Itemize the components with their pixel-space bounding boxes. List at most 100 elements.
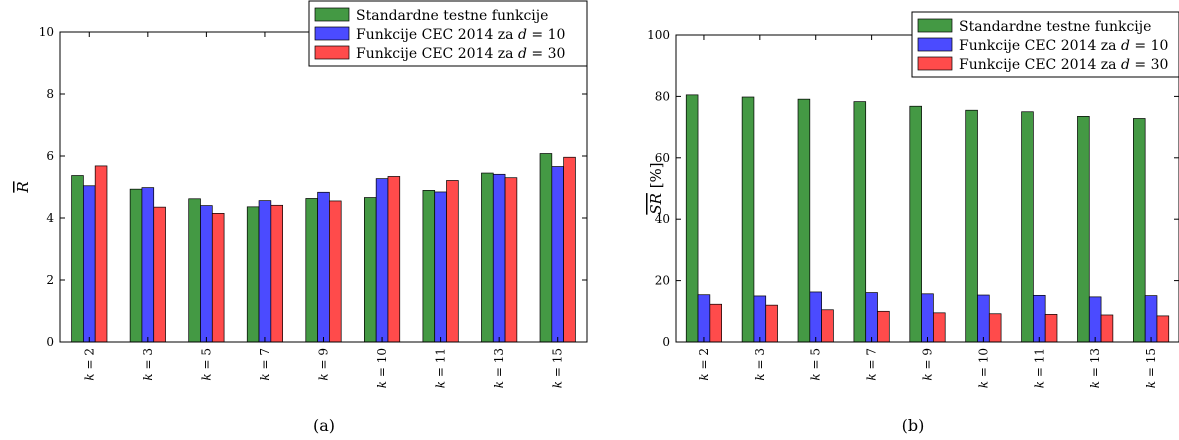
bar [1033, 294, 1046, 343]
bar [821, 309, 834, 343]
bar [1077, 116, 1090, 343]
y-tick-label: 8 [46, 87, 54, 101]
bar [434, 191, 447, 343]
bar [246, 206, 260, 343]
bar [1100, 314, 1114, 343]
bar [977, 294, 990, 343]
bar [422, 190, 436, 343]
bar [1133, 118, 1146, 343]
bar [741, 96, 755, 343]
bar [988, 313, 1002, 343]
x-tick-label: k = 3 [141, 348, 155, 381]
x-tick-label: k = 13 [492, 348, 506, 388]
bar [141, 187, 155, 343]
bar [83, 185, 96, 343]
legend-entry: Funkcije CEC 2014 za d = 30 [959, 57, 1168, 73]
bar [965, 109, 978, 343]
bar [270, 204, 283, 343]
bar [153, 206, 166, 343]
y-tick-label: 0 [662, 335, 670, 349]
chart-panel-2: 0 20 40 60 80 100 k = 2 k = 3 k = 5 k = 7 k = 9 k =… [647, 11, 1179, 435]
legend-entry: Standardne testne funkcije [959, 19, 1151, 35]
bar [685, 94, 699, 343]
x-tick-label: k = 7 [258, 348, 272, 381]
bar [504, 177, 518, 343]
bar [921, 293, 934, 343]
y-tick-label: 20 [655, 274, 670, 288]
bar [765, 304, 778, 343]
x-tick-label: k = 13 [1088, 348, 1102, 388]
bar [258, 200, 272, 343]
bar [1021, 111, 1034, 343]
bar [877, 310, 890, 343]
legend-entry: Funkcije CEC 2014 za d = 10 [959, 38, 1168, 54]
bar [697, 294, 711, 343]
bar [753, 295, 767, 343]
bar [492, 173, 506, 343]
y-axis-label: SR [%] [647, 162, 665, 214]
y-axis-label: R [14, 181, 32, 193]
y-tick-label: 4 [46, 211, 54, 225]
bar [1144, 295, 1158, 343]
legend-box [911, 11, 1179, 78]
legend-swatch [314, 45, 350, 60]
y-tick-label: 2 [46, 273, 54, 287]
x-tick-label: k = 15 [1144, 348, 1158, 388]
legend-entry: Standardne testne funkcije [356, 8, 548, 24]
bar [709, 303, 722, 343]
chart-panel-1: 0 2 4 6 8 10 k = 2 k = 3 k = 5 k = 7 k = 9 k = 10 k … [14, 0, 588, 435]
legend-swatch [314, 7, 350, 22]
legend-swatch [314, 26, 350, 41]
y-tick-label: 0 [46, 335, 54, 349]
bar [71, 175, 84, 343]
bar [317, 191, 330, 343]
bar [375, 178, 389, 343]
bar [200, 205, 213, 343]
bar [211, 213, 225, 343]
x-tick-label: k = 10 [976, 348, 990, 388]
legend-entry: Funkcije CEC 2014 za d = 10 [356, 27, 565, 43]
bar [94, 165, 108, 343]
x-tick-label: k = 2 [82, 348, 96, 381]
x-tick-label: k = 2 [697, 348, 711, 381]
y-tick-label: 100 [647, 28, 670, 42]
y-tick-label: 6 [46, 149, 54, 163]
legend-swatch [917, 37, 953, 52]
legend-swatch [917, 18, 953, 33]
bar [305, 198, 318, 343]
bar [539, 153, 553, 343]
bar [364, 197, 377, 343]
bar [387, 176, 401, 343]
x-tick-label: k = 15 [551, 348, 565, 388]
bar [1088, 296, 1102, 343]
bar [446, 180, 459, 343]
y-tick-label: 80 [655, 89, 670, 103]
x-tick-label: k = 11 [434, 348, 448, 388]
panel-label: (b) [902, 416, 925, 435]
bar [853, 101, 867, 343]
x-tick-label: k = 9 [317, 348, 331, 381]
x-tick-label: k = 7 [865, 348, 879, 381]
bar [809, 291, 822, 343]
x-tick-label: k = 9 [921, 348, 935, 381]
bar [551, 166, 564, 343]
bar [188, 198, 201, 343]
bar [909, 105, 922, 343]
x-tick-label: k = 5 [809, 348, 823, 381]
bar [129, 188, 143, 343]
y-tick-label: 60 [655, 151, 670, 165]
x-tick-label: k = 10 [375, 348, 389, 388]
x-tick-label: k = 11 [1032, 348, 1046, 388]
bar [329, 200, 342, 343]
bar [563, 156, 576, 343]
y-tick-label: 10 [39, 25, 54, 39]
y-tick-label: 40 [655, 212, 670, 226]
legend-swatch [917, 56, 953, 71]
bar [481, 172, 494, 343]
legend: Standardne testne funkcije Funkcije CEC 2… [911, 11, 1179, 78]
bar [933, 312, 946, 343]
panel-label: (a) [313, 416, 335, 435]
legend-entry: Funkcije CEC 2014 za d = 30 [356, 46, 565, 62]
x-tick-label: k = 3 [753, 348, 767, 381]
